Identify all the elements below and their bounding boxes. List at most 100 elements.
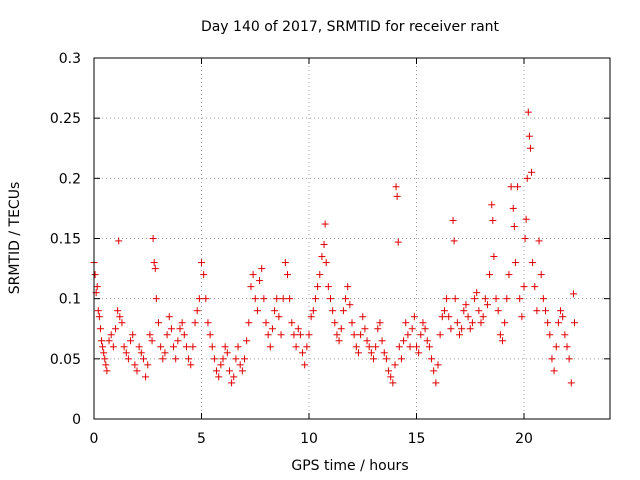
data-point <box>400 337 408 345</box>
data-point <box>309 307 317 315</box>
data-point <box>514 183 522 191</box>
data-point <box>294 325 302 333</box>
data-point <box>120 343 128 351</box>
data-point <box>374 325 382 333</box>
data-point <box>387 373 395 381</box>
data-point <box>499 337 506 345</box>
data-point <box>406 343 414 351</box>
data-point <box>361 325 369 333</box>
data-point <box>228 379 236 387</box>
data-point <box>161 349 169 357</box>
data-point <box>352 343 360 351</box>
data-point <box>546 331 554 339</box>
data-point <box>260 295 268 303</box>
data-point <box>496 331 504 339</box>
y-axis-label: SRMTID / TECUs <box>7 182 23 295</box>
data-point <box>489 216 497 224</box>
data-point <box>191 319 199 327</box>
data-point <box>187 361 195 369</box>
data-point <box>389 379 397 387</box>
data-point <box>264 331 272 339</box>
data-point <box>449 216 457 224</box>
data-point <box>314 283 322 291</box>
data-point <box>107 331 115 339</box>
data-point <box>321 220 329 228</box>
data-point <box>142 373 150 381</box>
data-point <box>516 295 524 303</box>
data-point <box>151 265 159 273</box>
data-point <box>490 253 498 261</box>
x-tick-label: 0 <box>90 431 99 447</box>
data-point <box>348 319 356 327</box>
data-point <box>394 238 402 246</box>
data-point <box>507 183 515 191</box>
data-point <box>176 325 184 333</box>
data-point <box>535 237 543 245</box>
data-point <box>249 271 257 279</box>
data-point <box>232 355 240 363</box>
data-point <box>251 295 259 303</box>
data-point <box>458 325 466 333</box>
data-point <box>305 331 313 339</box>
data-point <box>408 325 416 333</box>
y-tick-label: 0.1 <box>59 292 81 308</box>
data-point <box>357 331 365 339</box>
data-point <box>204 319 212 327</box>
data-point <box>167 325 175 333</box>
data-point <box>238 367 246 375</box>
data-point <box>510 222 518 230</box>
data-point <box>557 307 565 315</box>
data-point <box>296 331 304 339</box>
data-point <box>402 319 410 327</box>
data-point <box>124 355 132 363</box>
data-point <box>395 343 403 351</box>
data-point <box>148 337 156 345</box>
data-point <box>561 331 569 339</box>
data-point <box>105 337 113 345</box>
data-point <box>445 313 453 321</box>
data-point <box>425 343 433 351</box>
data-point <box>95 313 103 321</box>
data-point <box>443 295 451 303</box>
data-point <box>344 283 352 291</box>
data-point <box>447 325 455 333</box>
data-point <box>410 313 418 321</box>
y-tick-label: 0.15 <box>50 232 81 248</box>
x-tick-label: 20 <box>515 431 533 447</box>
data-point <box>520 283 528 291</box>
data-point <box>178 319 186 327</box>
data-point <box>206 331 214 339</box>
data-point <box>129 331 137 339</box>
data-point <box>565 355 573 363</box>
data-point <box>440 307 448 315</box>
data-point <box>464 313 472 321</box>
data-point <box>397 355 405 363</box>
y-tick-label: 0.05 <box>50 352 81 368</box>
data-point <box>526 144 534 152</box>
data-point <box>146 331 154 339</box>
data-point <box>225 367 233 375</box>
data-point <box>528 168 536 176</box>
data-point <box>217 361 225 369</box>
data-point <box>391 361 399 369</box>
data-point <box>180 331 188 339</box>
data-point <box>303 343 311 351</box>
data-point <box>350 331 358 339</box>
data-point <box>149 235 157 242</box>
data-point <box>466 325 474 333</box>
data-point <box>413 343 420 351</box>
data-point <box>492 295 500 303</box>
data-point <box>253 307 261 315</box>
data-point <box>223 349 231 357</box>
data-point <box>521 235 529 242</box>
data-point <box>569 290 577 298</box>
data-point <box>122 349 130 357</box>
data-point <box>210 355 218 363</box>
data-point <box>393 192 401 200</box>
data-point <box>109 343 117 351</box>
data-point <box>354 349 362 357</box>
data-point <box>318 253 326 261</box>
data-point <box>275 313 283 321</box>
data-point <box>221 343 229 351</box>
